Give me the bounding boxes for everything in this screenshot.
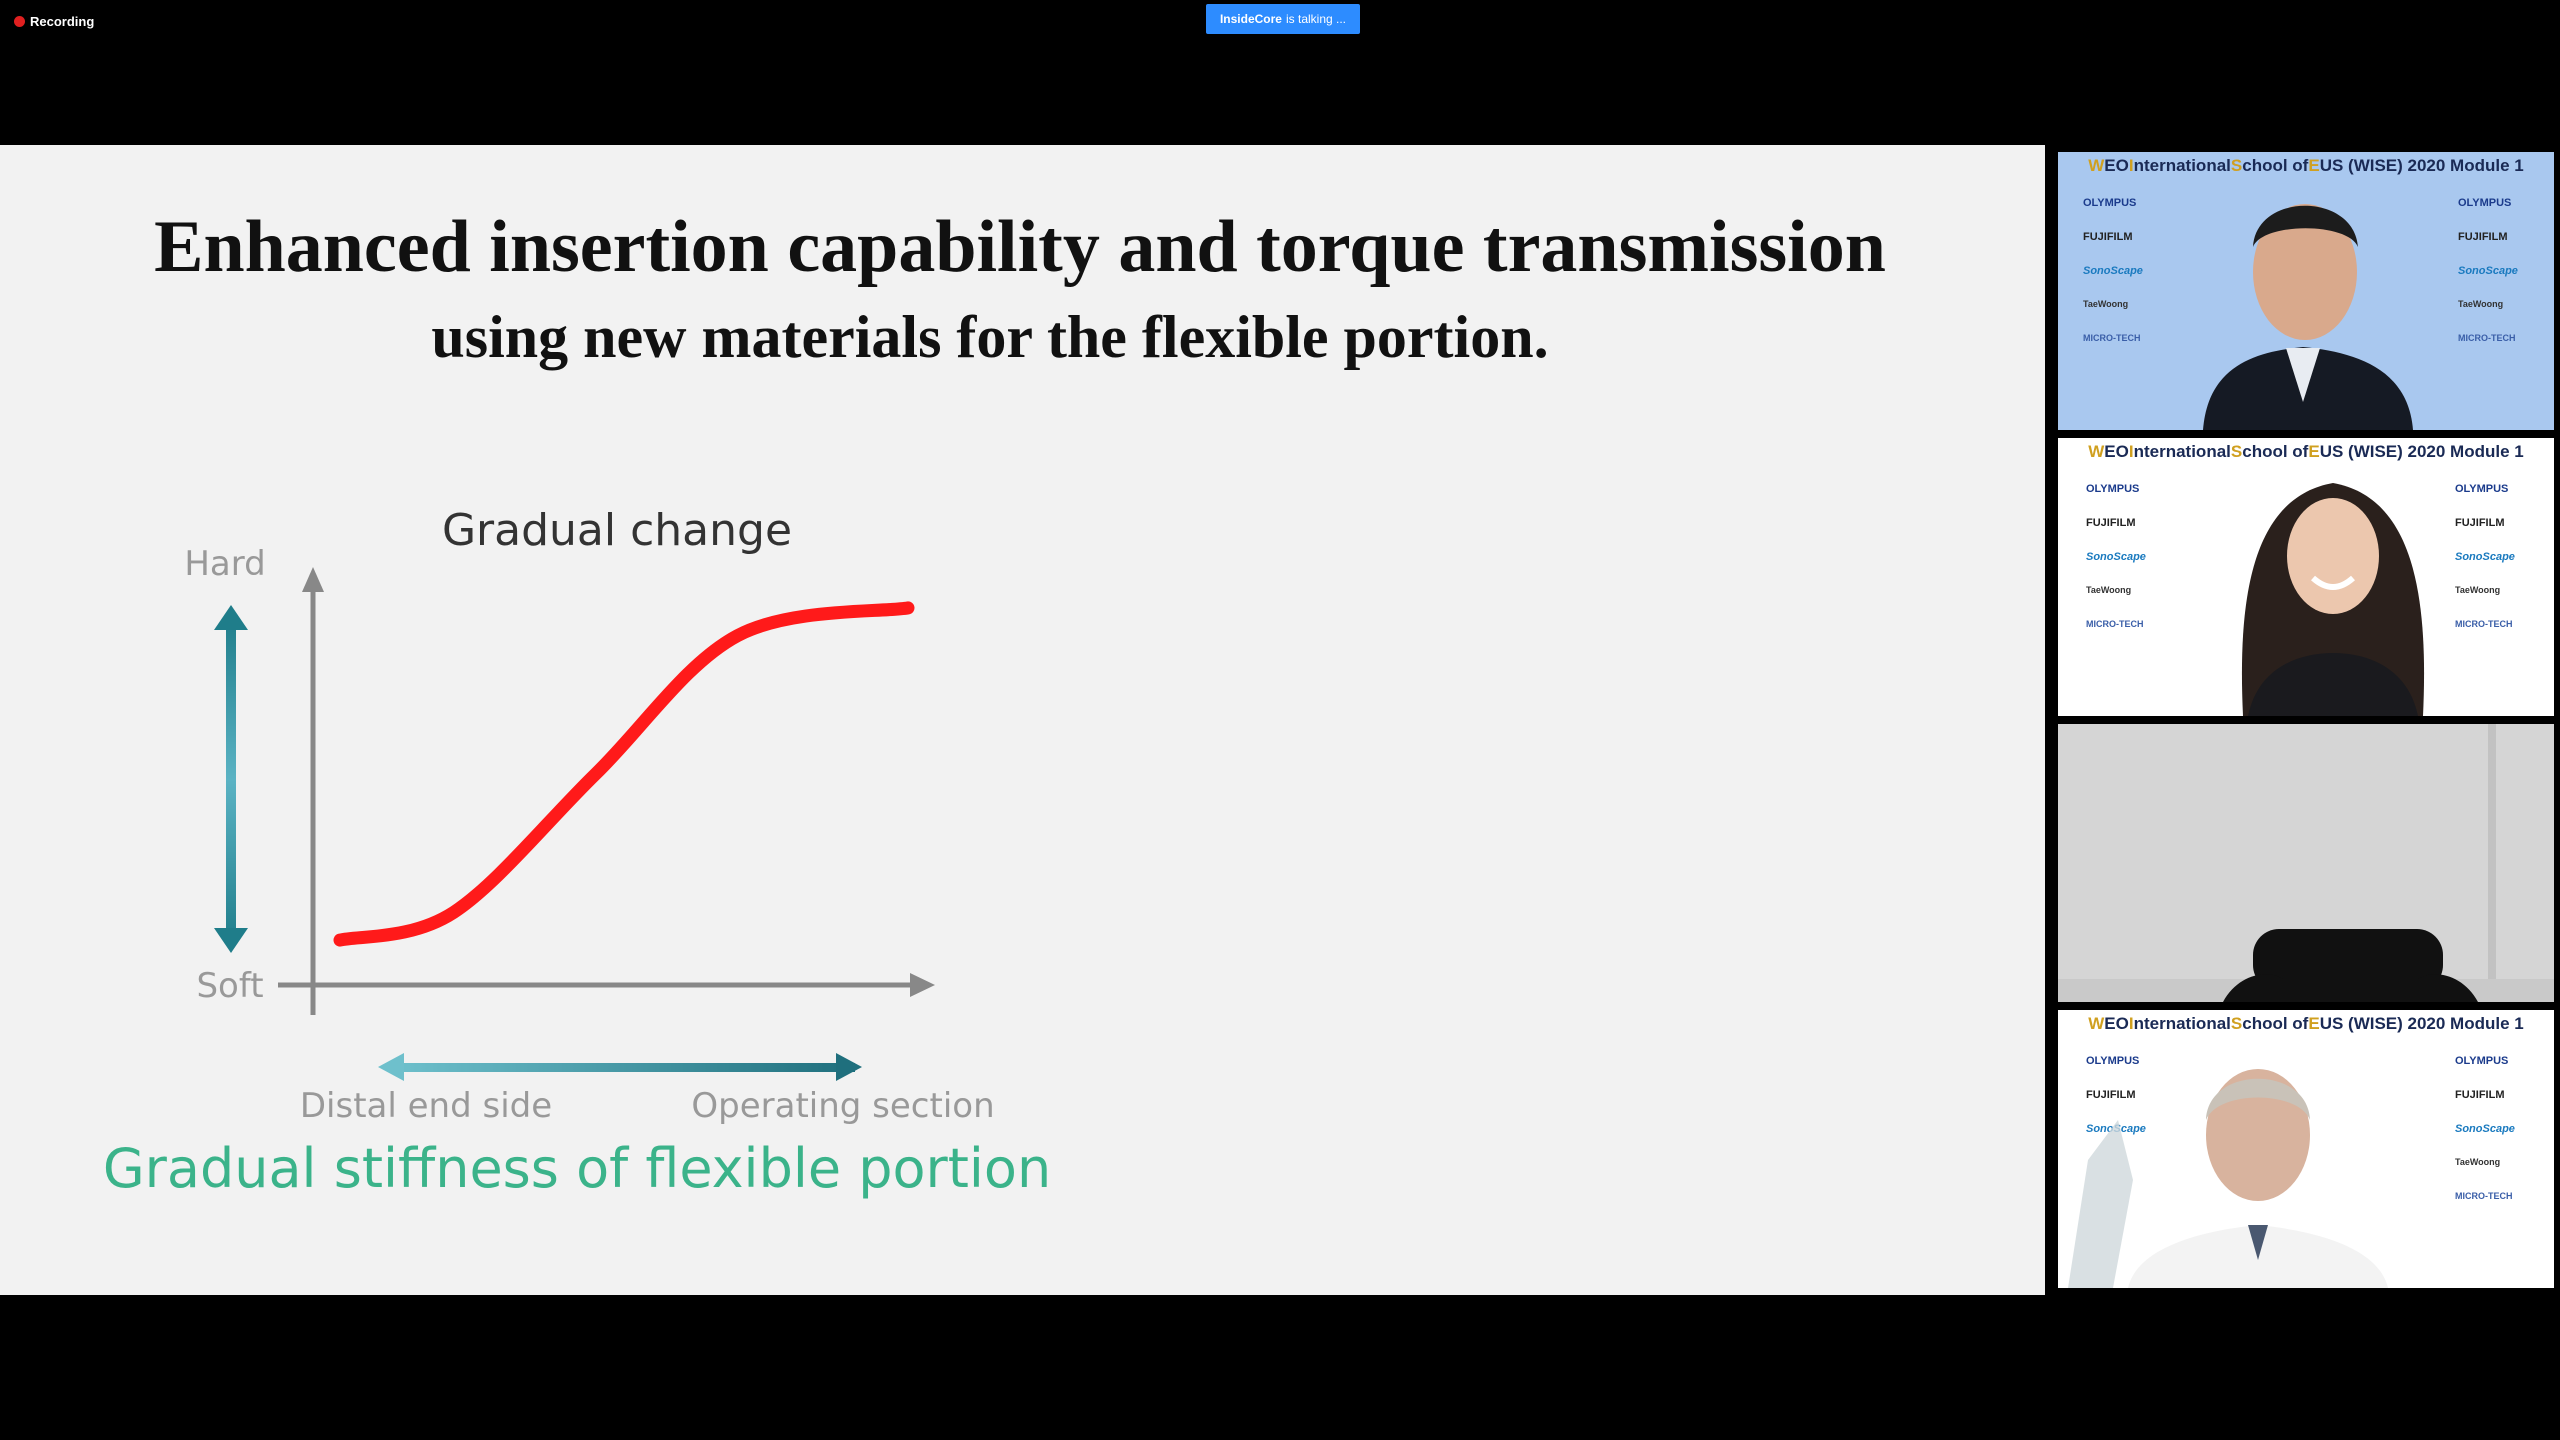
distal-arrowhead bbox=[378, 1053, 404, 1081]
banner-part: nternational bbox=[2133, 442, 2231, 461]
sponsor-olympus-logo: OLYMPUS bbox=[2455, 483, 2509, 495]
chart-subtitle: Gradual stiffness of flexible portion bbox=[103, 1137, 1051, 1200]
participant-video bbox=[2203, 204, 2413, 430]
sponsor-sonoscape-logo: SonoScape bbox=[2083, 265, 2143, 277]
y-label-soft: Soft bbox=[196, 966, 263, 1006]
participant-video bbox=[2068, 1069, 2388, 1288]
banner-part: I bbox=[2128, 156, 2134, 175]
banner-part: chool of bbox=[2242, 156, 2309, 175]
sponsor-olympus-logo: OLYMPUS bbox=[2458, 197, 2512, 209]
banner-part: EO bbox=[2104, 1014, 2129, 1033]
sponsor-logos-right: OLYMPUS FUJIFILM SonoScape TaeWoong MICR… bbox=[2455, 1056, 2545, 1226]
participant-tile-3[interactable] bbox=[2058, 724, 2554, 1002]
stiffness-chart: Gradual change Hard Soft Distal end side… bbox=[103, 505, 1051, 1200]
sponsor-taewoong-logo: TaeWoong bbox=[2083, 299, 2129, 309]
sponsor-sonoscape-logo: SonoScape bbox=[2086, 551, 2146, 563]
sponsor-logos-right: OLYMPUS FUJIFILM SonoScape TaeWoong MICR… bbox=[2455, 484, 2545, 654]
sponsor-fujifilm-logo: FUJIFILM bbox=[2086, 517, 2136, 529]
banner-part: US (WISE) 2020 Module 1 bbox=[2319, 442, 2524, 461]
sponsor-taewoong-logo: TaeWoong bbox=[2458, 299, 2504, 309]
banner-part: nternational bbox=[2133, 1014, 2231, 1033]
sponsor-logos-left: OLYMPUS FUJIFILM SonoScape TaeWoong MICR… bbox=[2086, 484, 2176, 654]
banner-part: nternational bbox=[2133, 156, 2231, 175]
sponsor-microtech-logo: MICRO-TECH bbox=[2455, 619, 2513, 629]
x-label-distal: Distal end side bbox=[300, 1086, 552, 1126]
talking-indicator: InsideCore is talking ... bbox=[1206, 4, 1360, 34]
operating-arrowhead bbox=[836, 1053, 862, 1081]
sponsor-logos-right: OLYMPUS FUJIFILM SonoScape TaeWoong MICR… bbox=[2458, 198, 2548, 368]
sponsor-microtech-logo: MICRO-TECH bbox=[2086, 619, 2144, 629]
participant-video bbox=[2241, 483, 2425, 716]
chart-title: Gradual change bbox=[442, 505, 792, 556]
banner-part: S bbox=[2230, 442, 2243, 461]
sponsor-taewoong-logo: TaeWoong bbox=[2455, 585, 2501, 595]
hard-soft-arrow bbox=[226, 615, 236, 945]
sponsor-sonoscape-logo: SonoScape bbox=[2458, 265, 2518, 277]
y-label-hard: Hard bbox=[184, 544, 265, 584]
banner-part: I bbox=[2128, 442, 2134, 461]
sponsor-olympus-logo: OLYMPUS bbox=[2086, 1055, 2140, 1067]
empty-chair-video bbox=[2058, 724, 2554, 1002]
sponsor-fujifilm-logo: FUJIFILM bbox=[2455, 1089, 2505, 1101]
sponsor-fujifilm-logo: FUJIFILM bbox=[2455, 517, 2505, 529]
sponsor-logos-left: OLYMPUS FUJIFILM SonoScape TaeWoong MICR… bbox=[2083, 198, 2173, 368]
sponsor-taewoong-logo: TaeWoong bbox=[2455, 1157, 2501, 1167]
hard-arrowhead bbox=[214, 605, 248, 630]
distal-operating-arrow bbox=[395, 1063, 855, 1072]
slide-subtitle: using new materials for the flexible por… bbox=[431, 304, 1549, 370]
banner-part: E bbox=[2308, 1014, 2320, 1033]
sponsor-olympus-logo: OLYMPUS bbox=[2083, 197, 2137, 209]
record-dot-icon bbox=[14, 15, 25, 27]
banner-part: US (WISE) 2020 Module 1 bbox=[2319, 1014, 2524, 1033]
banner-part: chool of bbox=[2242, 1014, 2309, 1033]
x-axis-arrowhead bbox=[910, 973, 935, 997]
stiffness-curve bbox=[333, 601, 915, 947]
banner-part: US (WISE) 2020 Module 1 bbox=[2319, 156, 2524, 175]
slide-title: Enhanced insertion capability and torque… bbox=[154, 206, 1886, 288]
banner-part: EO bbox=[2104, 156, 2129, 175]
sponsor-microtech-logo: MICRO-TECH bbox=[2458, 333, 2516, 343]
banner-part: W bbox=[2088, 442, 2105, 461]
banner-part: I bbox=[2128, 1014, 2134, 1033]
sponsor-olympus-logo: OLYMPUS bbox=[2455, 1055, 2509, 1067]
y-axis-arrowhead bbox=[302, 567, 324, 592]
banner-part: W bbox=[2088, 156, 2105, 175]
sponsor-sonoscape-logo: SonoScape bbox=[2455, 551, 2515, 563]
sponsor-fujifilm-logo: FUJIFILM bbox=[2458, 231, 2508, 243]
soft-arrowhead bbox=[214, 928, 248, 953]
sponsor-microtech-logo: MICRO-TECH bbox=[2083, 333, 2141, 343]
banner-part: chool of bbox=[2242, 442, 2309, 461]
recording-indicator: Recording bbox=[14, 10, 94, 32]
banner-part: EO bbox=[2104, 442, 2129, 461]
sponsor-fujifilm-logo: FUJIFILM bbox=[2086, 1089, 2136, 1101]
sponsor-olympus-logo: OLYMPUS bbox=[2086, 483, 2140, 495]
shared-screen: Enhanced insertion capability and torque… bbox=[0, 145, 2045, 1295]
x-label-operating: Operating section bbox=[691, 1086, 994, 1126]
sponsor-fujifilm-logo: FUJIFILM bbox=[2083, 231, 2133, 243]
banner-part: S bbox=[2230, 1014, 2243, 1033]
banner-part: E bbox=[2308, 156, 2320, 175]
banner-part: W bbox=[2088, 1014, 2105, 1033]
sponsor-sonoscape-logo: SonoScape bbox=[2455, 1123, 2515, 1135]
banner-part: S bbox=[2230, 156, 2243, 175]
sponsor-microtech-logo: MICRO-TECH bbox=[2455, 1191, 2513, 1201]
recording-label: Recording bbox=[30, 13, 95, 29]
banner-part: E bbox=[2308, 442, 2320, 461]
sponsor-taewoong-logo: TaeWoong bbox=[2086, 585, 2132, 595]
talking-name: InsideCore bbox=[1219, 12, 1282, 26]
talking-suffix: is talking ... bbox=[1285, 12, 1347, 26]
